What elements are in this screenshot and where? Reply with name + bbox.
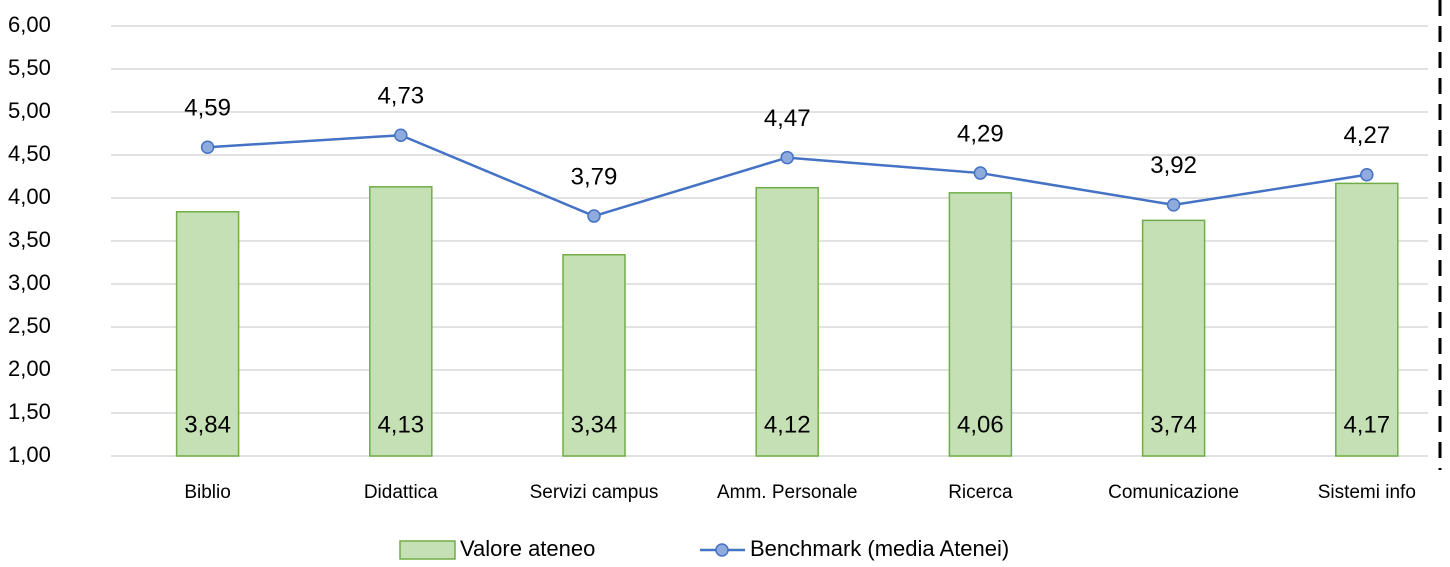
marker [973,166,988,180]
y-tick-label: 5,00 [8,98,51,123]
x-tick-label: Didattica [364,482,438,503]
marker [1166,198,1181,212]
data-label: 4,17 [1343,411,1390,438]
data-label: 3,34 [571,411,618,438]
data-label: 4,47 [764,105,811,132]
y-tick-label: 6,00 [8,12,51,37]
bar [948,192,1013,457]
x-tick-label: Comunicazione [1108,482,1239,503]
y-tick-label: 5,50 [8,55,51,80]
y-tick-label: 3,50 [8,227,51,252]
marker [1360,168,1374,182]
legend-swatch [399,540,456,560]
marker [200,140,215,155]
x-tick-label: Servizi campus [530,482,659,503]
bar [369,186,433,457]
legend-swatch [715,543,729,557]
data-label: 4,27 [1343,122,1390,149]
data-label: 4,29 [957,120,1004,147]
x-tick-label: Biblio [184,482,230,503]
data-label: 4,06 [957,411,1004,438]
data-label: 3,79 [571,163,618,190]
bar [755,186,819,457]
y-tick-label: 2,00 [8,356,51,381]
data-label: 3,92 [1150,152,1197,179]
y-tick-label: 4,50 [8,141,51,166]
data-label: 4,12 [764,411,811,438]
legend-label: Benchmark (media Atenei) [750,536,1009,561]
legend-label: Valore ateneo [460,536,595,561]
marker [780,150,794,165]
bar [1141,219,1206,457]
data-label: 3,84 [184,411,231,438]
bar [175,211,240,457]
marker [587,209,601,223]
y-tick-label: 1,00 [8,442,51,467]
y-tick-label: 1,50 [8,399,51,424]
data-label: 4,73 [377,83,424,110]
x-tick-label: Amm. Personale [717,482,857,503]
data-label: 3,74 [1150,411,1197,438]
y-tick-label: 2,50 [8,313,51,338]
x-tick-label: Sistemi info [1318,482,1416,503]
data-label: 4,13 [377,411,424,438]
bar [1335,182,1399,457]
x-tick-label: Ricerca [948,482,1013,503]
y-tick-label: 3,00 [8,270,51,295]
data-label: 4,59 [184,95,231,122]
marker [394,128,408,142]
bar [562,254,626,457]
y-tick-label: 4,00 [8,184,51,209]
